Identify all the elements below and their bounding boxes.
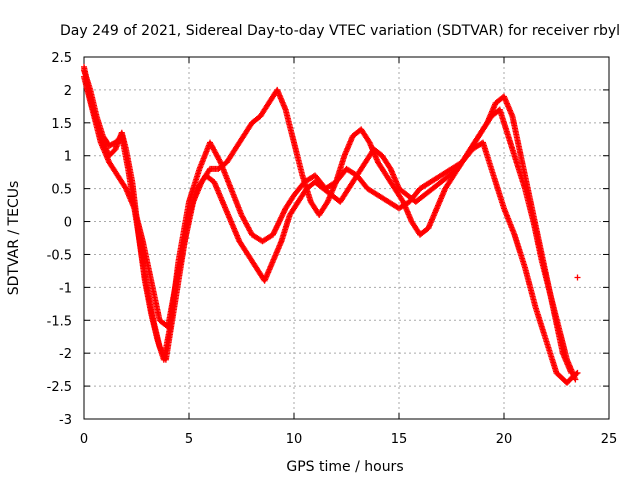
y-tick-label: 2.5 <box>51 51 72 66</box>
x-tick-label: 25 <box>601 432 618 447</box>
y-tick-label: 0 <box>64 216 72 231</box>
y-tick-label: -1.5 <box>47 314 72 329</box>
y-tick-label: -2 <box>59 347 72 362</box>
y-axis-label: SDTVAR / TECUs <box>6 181 22 296</box>
y-tick-label: -3 <box>59 413 72 428</box>
x-axis-label: GPS time / hours <box>286 459 403 475</box>
y-tick-label: -1 <box>59 281 72 296</box>
x-tick-label: 10 <box>286 432 303 447</box>
y-tick-label: -2.5 <box>47 380 72 395</box>
data-point <box>574 369 581 376</box>
y-tick-label: 1.5 <box>51 117 72 132</box>
x-tick-labels: 0 5 10 15 20 25 <box>80 432 617 447</box>
y-tick-label: 0.5 <box>51 183 72 198</box>
x-tick-label: 5 <box>185 432 193 447</box>
x-tick-label: 20 <box>496 432 513 447</box>
data-point <box>568 369 575 376</box>
data-point <box>574 274 581 281</box>
y-tick-label: 2 <box>64 84 72 99</box>
data-points <box>81 63 581 386</box>
x-tick-label: 0 <box>80 432 88 447</box>
x-tick-label: 15 <box>391 432 408 447</box>
chart-title: Day 249 of 2021, Sidereal Day-to-day VTE… <box>60 23 620 39</box>
y-tick-label: 1 <box>64 150 72 165</box>
plot-frame <box>83 56 610 420</box>
y-tick-label: -0.5 <box>47 248 72 263</box>
y-tick-labels: -3 -2.5 -2 -1.5 -1 -0.5 0 0.5 1 1.5 2 2.5 <box>47 51 72 428</box>
data-point <box>572 376 579 383</box>
